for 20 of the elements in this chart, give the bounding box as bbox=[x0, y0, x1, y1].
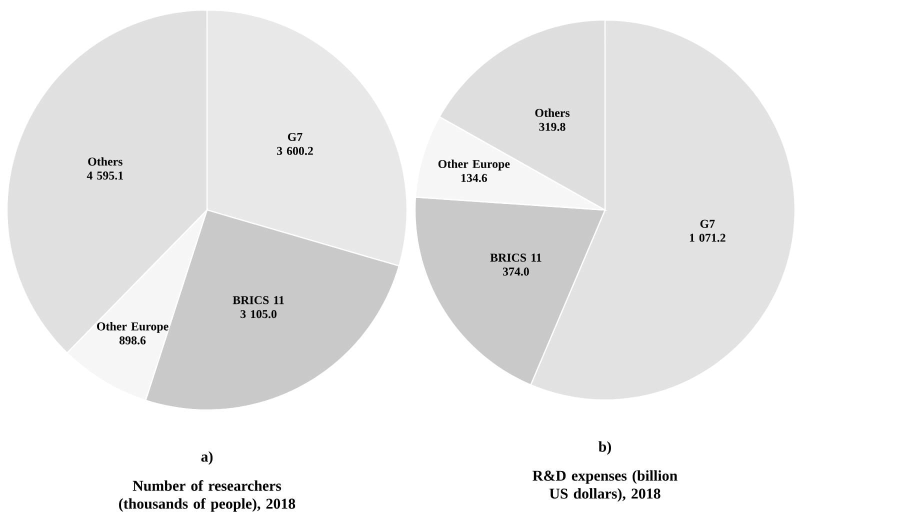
data-label: 3 600.2 bbox=[277, 146, 313, 155]
data-label: 898.6 bbox=[119, 336, 146, 344]
text: Number of researchers (thousands of people), 2018 bbox=[119, 480, 296, 512]
data-label: 319.8 bbox=[539, 122, 566, 131]
slice-label: Others bbox=[88, 157, 122, 166]
data-label: 4 595.1 bbox=[86, 172, 123, 180]
slice-label: BRICS 11 bbox=[490, 254, 542, 262]
slice-label: Other Europe bbox=[438, 160, 510, 170]
data-label: 374.0 bbox=[502, 268, 529, 276]
slice-label: BRICS 11 bbox=[232, 296, 284, 304]
text: a) bbox=[201, 451, 213, 465]
text: R&D expenses (billion US dollars), 2018 bbox=[532, 470, 678, 502]
text: b) bbox=[598, 441, 611, 455]
slice-label: Others bbox=[535, 108, 570, 117]
slice-label: Other Europe bbox=[97, 322, 168, 333]
data-label: 1 071.2 bbox=[690, 234, 726, 242]
slice-label: G7 bbox=[288, 132, 302, 141]
data-label: 134.6 bbox=[461, 174, 488, 182]
data-label: 3 105.0 bbox=[240, 310, 277, 318]
slice-label: G7 bbox=[700, 220, 715, 228]
